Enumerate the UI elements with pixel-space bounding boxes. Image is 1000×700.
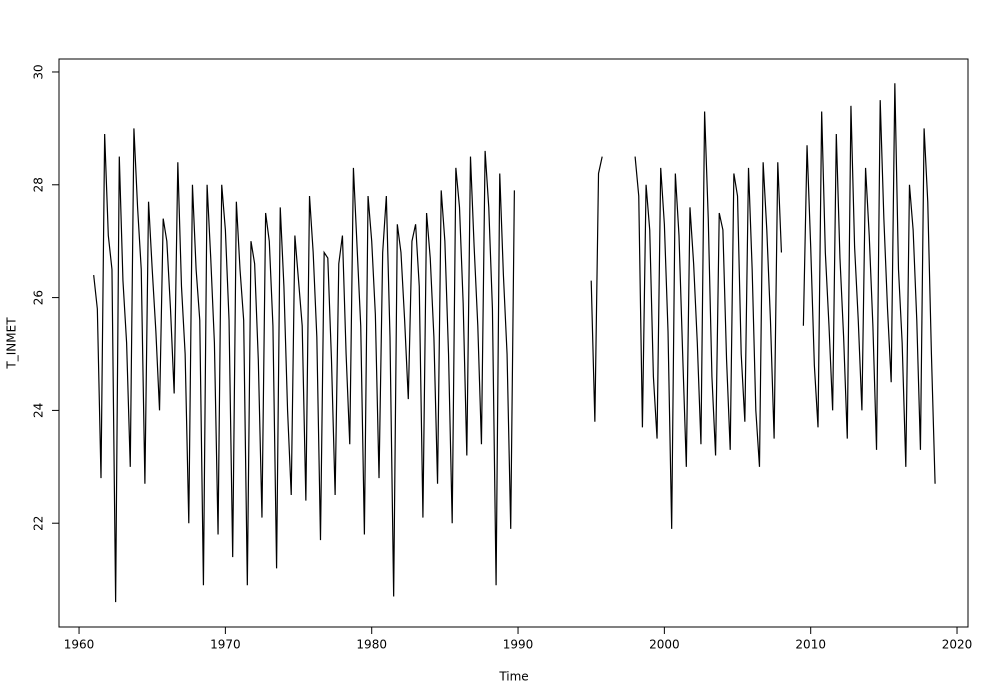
x-tick-label: 2000 xyxy=(649,638,680,652)
y-tick-label: 22 xyxy=(32,516,46,531)
x-tick-label: 1980 xyxy=(356,638,387,652)
x-axis-label: Time xyxy=(498,670,528,684)
x-tick-label: 1990 xyxy=(503,638,534,652)
y-tick-label: 24 xyxy=(32,403,46,418)
x-tick-label: 1970 xyxy=(210,638,241,652)
x-tick-label: 1960 xyxy=(64,638,95,652)
y-tick-label: 30 xyxy=(32,64,46,79)
y-axis-label: T_INMET xyxy=(5,317,19,370)
x-tick-label: 2020 xyxy=(942,638,973,652)
x-tick-label: 2010 xyxy=(795,638,826,652)
series-line xyxy=(93,83,936,603)
y-tick-label: 28 xyxy=(32,177,46,192)
y-tick-label: 26 xyxy=(32,290,46,305)
plot-box xyxy=(58,58,969,628)
